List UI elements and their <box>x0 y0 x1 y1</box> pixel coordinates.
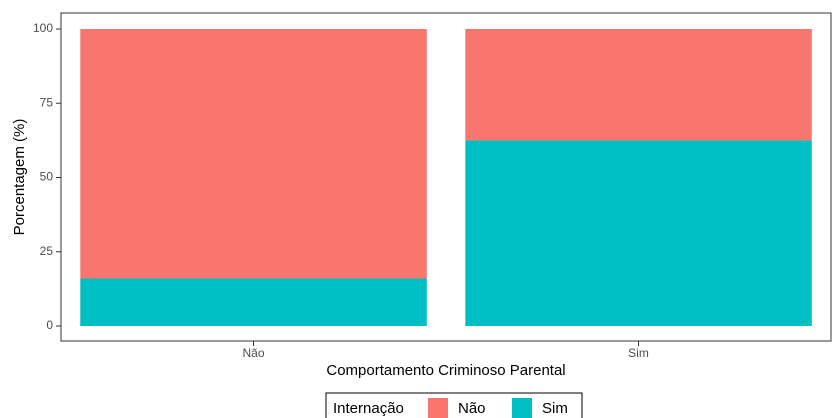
bar-sim-sim <box>465 140 812 326</box>
y-tick-label: 25 <box>40 244 54 258</box>
y-axis-label: Porcentagem (%) <box>11 119 28 236</box>
bar-n-o-sim <box>80 278 427 326</box>
y-tick-label: 75 <box>40 95 54 109</box>
y-tick-label: 0 <box>46 318 53 332</box>
x-axis-label: Comportamento Criminoso Parental <box>326 362 565 379</box>
x-tick-label: Sim <box>628 346 649 360</box>
bars-layer <box>80 29 812 326</box>
legend-label-sim: Sim <box>542 400 568 417</box>
bar-n-o-n-o <box>80 29 427 279</box>
y-tick-label: 50 <box>40 170 54 184</box>
legend-title: Internação <box>333 400 404 417</box>
x-tick-label: Não <box>242 346 264 360</box>
x-axis: Não Sim <box>242 341 649 360</box>
legend-items: Não Sim <box>428 398 568 418</box>
legend-box <box>325 392 583 418</box>
legend-swatch-n-o <box>428 398 448 418</box>
legend-label-n-o: Não <box>458 400 486 417</box>
bar-sim-n-o <box>465 29 812 141</box>
legend: Internação Não Sim <box>325 392 583 418</box>
y-axis: 0 25 50 75 100 <box>33 21 61 332</box>
legend-swatch-sim <box>512 398 532 418</box>
y-tick-label: 100 <box>33 21 53 35</box>
